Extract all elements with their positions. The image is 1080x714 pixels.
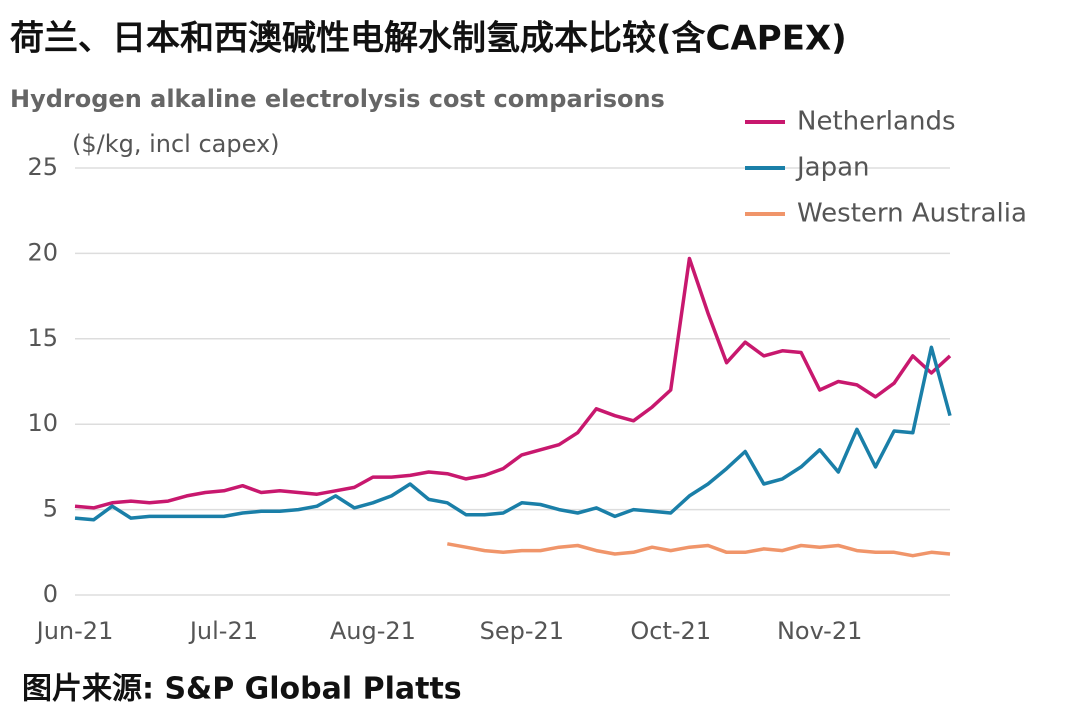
legend-label: Netherlands (797, 107, 956, 137)
legend-label: Japan (795, 153, 870, 183)
chart-title: 荷兰、日本和西澳碱性电解水制氢成本比较(含CAPEX) (10, 19, 847, 59)
y-tick-label: 25 (27, 153, 58, 181)
legend-label: Western Australia (797, 199, 1027, 229)
y-tick-label: 15 (27, 324, 58, 352)
x-tick-label: Jul-21 (188, 617, 258, 645)
chart-subtitle: Hydrogen alkaline electrolysis cost comp… (10, 85, 665, 113)
x-tick-label: Sep-21 (480, 617, 564, 645)
source: 图片来源: S&P Global Platts (22, 672, 462, 707)
line-series (74, 345, 952, 522)
x-tick-label: Oct-21 (630, 617, 711, 645)
y-tick-label: 20 (27, 238, 58, 266)
y-tick-label: 10 (27, 409, 58, 437)
x-tick-label: Aug-21 (330, 617, 416, 645)
x-tick-label: Nov-21 (777, 617, 862, 645)
line-series (446, 542, 951, 558)
y-axis-label: ($/kg, incl capex) (72, 130, 280, 158)
y-tick-label: 0 (43, 580, 58, 608)
x-tick-label: Jun-21 (35, 617, 114, 645)
line-series (74, 256, 952, 510)
y-tick-label: 5 (43, 495, 58, 523)
